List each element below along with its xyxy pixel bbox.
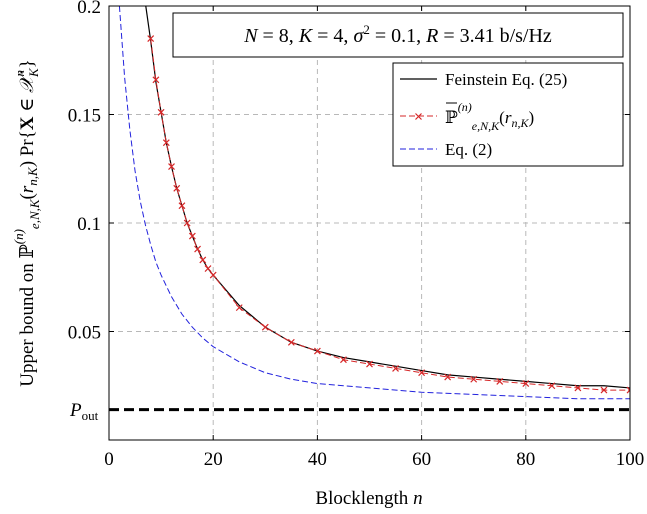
series-marker — [626, 386, 630, 394]
series-marker — [366, 360, 373, 368]
series-marker — [548, 382, 556, 390]
series-marker — [496, 377, 504, 385]
series-marker — [392, 364, 399, 372]
series-marker — [313, 347, 321, 355]
legend-label-eq2: Eq. (2) — [445, 140, 492, 159]
pout-label: Pout — [69, 400, 99, 423]
series-marker — [209, 271, 217, 279]
info-box-text: N = 8, K = 4, σ2 = 0.1, R = 3.41 b/s/Hz — [243, 22, 552, 47]
series-marker — [188, 232, 196, 240]
y-tick-label: 0.15 — [68, 106, 101, 127]
series-marker — [470, 375, 478, 383]
series-marker — [444, 373, 452, 381]
series-marker — [600, 386, 608, 394]
legend-marker-p-e-n-k — [415, 113, 422, 120]
y-axis-title: Upper bound on ℙ(n)e,N,K(rn,K) Pr{X ∈ 𝒳n… — [11, 59, 42, 387]
series-line-eq2 — [118, 6, 630, 400]
series-marker — [157, 108, 165, 116]
series-marker — [235, 304, 243, 312]
x-tick-label: 40 — [308, 449, 327, 470]
series-line-p-e-n-k — [150, 38, 630, 391]
x-tick-label: 20 — [204, 449, 223, 470]
series-marker — [204, 265, 212, 272]
series-marker — [173, 184, 181, 192]
x-axis-title: Blocklength n — [315, 488, 422, 509]
x-tick-label: 100 — [616, 449, 645, 470]
series-marker — [522, 380, 530, 388]
info-box — [172, 12, 624, 58]
series-marker — [340, 356, 347, 364]
axis-ticks: 0 20 40 60 80 100 0.05 0.1 0.15 0.2 — [68, 0, 645, 470]
x-tick-label: 60 — [412, 449, 431, 470]
series-marker — [287, 338, 295, 346]
series-marker — [147, 35, 155, 42]
series-marker — [194, 245, 201, 253]
series-marker — [162, 139, 170, 147]
y-tick-label: 0.2 — [77, 0, 101, 18]
series-marker — [152, 76, 160, 84]
series-marker — [168, 163, 175, 171]
y-tick-label: 0.1 — [77, 214, 101, 235]
x-tick-label: 80 — [516, 449, 535, 470]
series-markers-p-e-n-k — [147, 35, 630, 394]
series-marker — [183, 219, 191, 227]
series-layer — [109, 6, 630, 412]
series-marker — [178, 202, 186, 210]
legend-label-p-e-n-k: ℙ(n)e,N,K(rn,K) — [445, 100, 534, 133]
series-marker — [418, 369, 426, 377]
legend: Feinstein Eq. (25) ℙ(n)e,N,K(rn,K) Eq. (… — [392, 62, 624, 167]
series-marker — [574, 384, 582, 392]
x-tick-label: 0 — [104, 449, 114, 470]
y-tick-label: 0.05 — [68, 323, 101, 344]
series-marker — [199, 256, 207, 264]
series-line-feinstein — [145, 6, 630, 389]
pout-subscript: out — [82, 408, 99, 423]
legend-label-feinstein: Feinstein Eq. (25) — [445, 70, 567, 89]
series-marker — [261, 323, 269, 331]
